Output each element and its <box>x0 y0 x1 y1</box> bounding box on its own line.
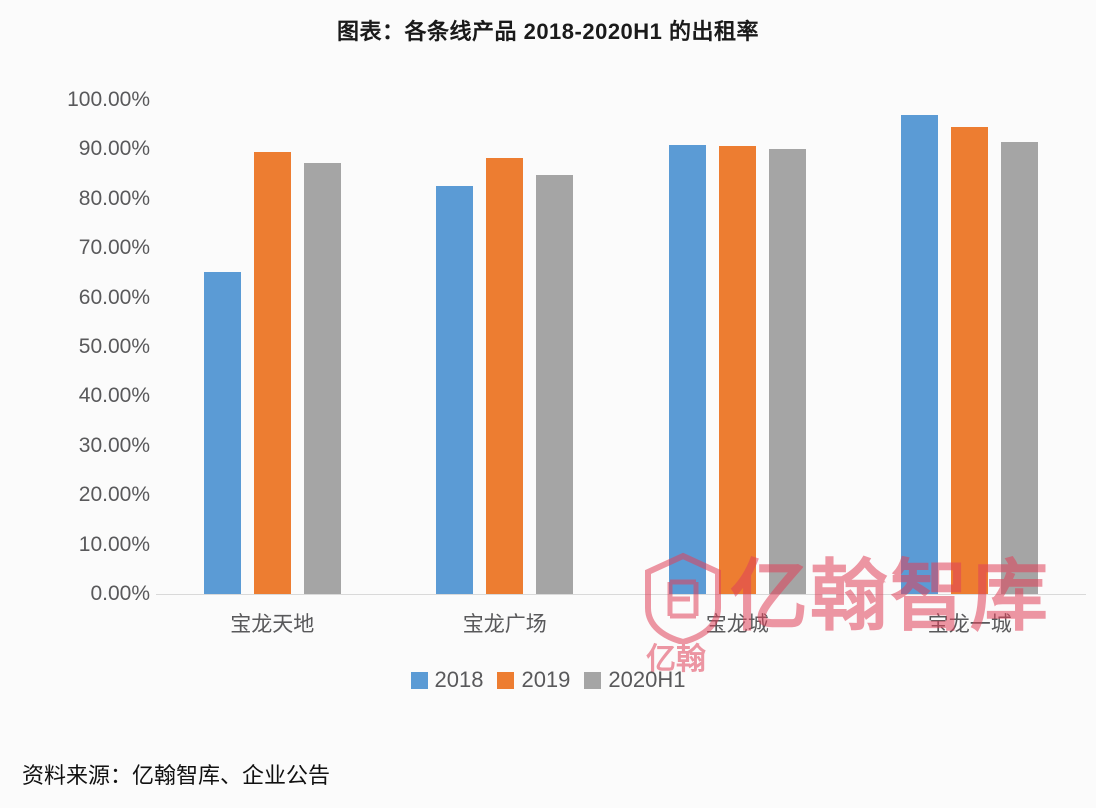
y-axis-tick-label: 70.00% <box>78 236 150 260</box>
bar-2020H1-宝龙一城[interactable] <box>1001 141 1039 594</box>
legend-item-2019[interactable]: 2019 <box>497 669 570 691</box>
bar-2019-宝龙城[interactable] <box>718 146 756 594</box>
chart-legend: 2018 2019 2020H1 <box>0 669 1096 691</box>
x-axis-category-label: 宝龙天地 <box>230 613 315 636</box>
bar-2019-宝龙广场[interactable] <box>486 157 524 594</box>
y-axis-tick-label: 90.00% <box>78 137 150 161</box>
source-label: 资料来源：亿翰智库、企业公告 <box>22 763 331 788</box>
legend-label: 2019 <box>521 667 571 692</box>
bar-2019-宝龙天地[interactable] <box>253 151 291 594</box>
bar-2019-宝龙一城[interactable] <box>951 127 989 594</box>
legend-swatch-icon <box>497 671 515 689</box>
y-axis-tick-label: 20.00% <box>78 483 150 507</box>
legend-label: 2018 <box>434 667 484 692</box>
y-axis-tick-label: 0.00% <box>90 582 150 605</box>
bar-2018-宝龙城[interactable] <box>668 145 706 594</box>
legend-swatch-icon <box>410 671 428 689</box>
plot-area: 100.00% 90.00% 80.00% 70.00% 60.00% 50.00% 40.… <box>28 0 1086 700</box>
bar-2020H1-宝龙城[interactable] <box>768 148 806 594</box>
bar-2018-宝龙天地[interactable] <box>203 271 241 594</box>
bars-layer <box>156 0 1086 700</box>
x-axis-category-label: 宝龙一城 <box>927 613 1012 636</box>
y-axis-tick-label: 10.00% <box>78 532 150 556</box>
x-axis-category-label: 宝龙广场 <box>462 613 547 636</box>
bar-2018-宝龙一城[interactable] <box>901 115 939 594</box>
y-axis-tick-label: 40.00% <box>78 384 150 408</box>
y-axis: 100.00% 90.00% 80.00% 70.00% 60.00% 50.00% 40.… <box>28 0 150 700</box>
legend-item-2018[interactable]: 2018 <box>410 667 484 692</box>
y-axis-tick-label: 50.00% <box>78 335 150 358</box>
y-axis-tick-label: 80.00% <box>78 186 150 210</box>
x-axis-line <box>156 594 1086 595</box>
x-axis-category-label: 宝龙城 <box>705 613 769 636</box>
legend-swatch-icon <box>584 671 602 689</box>
y-axis-tick-label: 30.00% <box>78 433 150 457</box>
y-axis-tick-label: 100.00% <box>67 88 150 111</box>
chart-title: 图表：各条线产品 2018-2020H1 的出租率 <box>336 19 760 44</box>
legend-label: 2020H1 <box>608 667 686 692</box>
bar-2020H1-宝龙天地[interactable] <box>303 162 341 594</box>
bar-2020H1-宝龙广场[interactable] <box>536 175 574 594</box>
y-axis-tick-label: 60.00% <box>78 285 150 309</box>
legend-item-2020H1[interactable]: 2020H1 <box>584 669 685 691</box>
bar-2018-宝龙广场[interactable] <box>436 186 474 594</box>
